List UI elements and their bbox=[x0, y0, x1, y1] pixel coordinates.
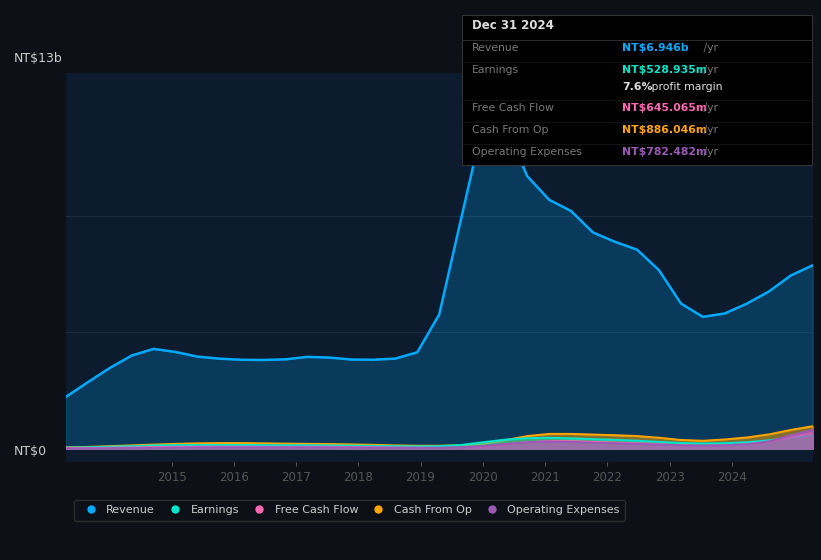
Text: NT$0: NT$0 bbox=[13, 445, 47, 458]
Text: /yr: /yr bbox=[700, 147, 718, 157]
Text: Dec 31 2024: Dec 31 2024 bbox=[472, 20, 553, 32]
Text: 7.6%: 7.6% bbox=[622, 82, 653, 92]
Text: NT$6.946b: NT$6.946b bbox=[622, 43, 689, 53]
Text: Operating Expenses: Operating Expenses bbox=[472, 147, 582, 157]
Text: NT$13b: NT$13b bbox=[13, 52, 62, 65]
Text: /yr: /yr bbox=[700, 43, 718, 53]
Text: Free Cash Flow: Free Cash Flow bbox=[472, 102, 553, 113]
Text: NT$528.935m: NT$528.935m bbox=[622, 65, 707, 75]
Text: Cash From Op: Cash From Op bbox=[472, 125, 548, 135]
Text: profit margin: profit margin bbox=[649, 82, 722, 92]
Text: /yr: /yr bbox=[700, 65, 718, 75]
Text: NT$782.482m: NT$782.482m bbox=[622, 147, 708, 157]
Text: NT$886.046m: NT$886.046m bbox=[622, 125, 707, 135]
Text: Revenue: Revenue bbox=[472, 43, 520, 53]
Text: /yr: /yr bbox=[700, 102, 718, 113]
Legend: Revenue, Earnings, Free Cash Flow, Cash From Op, Operating Expenses: Revenue, Earnings, Free Cash Flow, Cash … bbox=[74, 500, 625, 521]
Text: Earnings: Earnings bbox=[472, 65, 519, 75]
Text: NT$645.065m: NT$645.065m bbox=[622, 102, 707, 113]
Text: /yr: /yr bbox=[700, 125, 718, 135]
